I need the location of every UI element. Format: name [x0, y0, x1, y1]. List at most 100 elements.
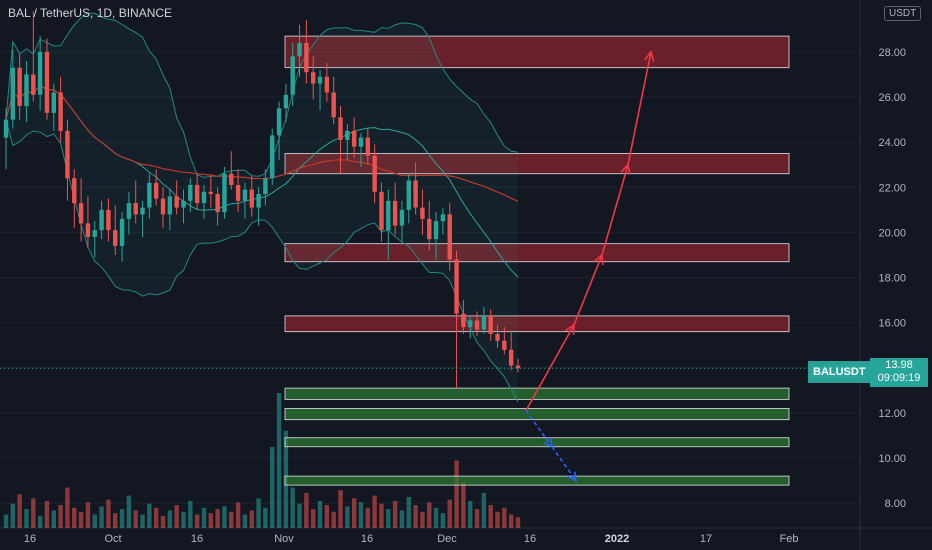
candle-body	[468, 320, 473, 328]
y-tick-label: 28.00	[878, 47, 906, 59]
volume-bar	[181, 511, 186, 528]
volume-bar	[229, 511, 234, 528]
projection-arrow-up-segment	[525, 324, 575, 412]
candle-body	[440, 214, 446, 222]
candle-body	[160, 198, 166, 215]
volume-bar	[290, 487, 295, 528]
candle-body	[290, 56, 295, 95]
volume-bar	[440, 513, 446, 528]
volume-bar	[167, 510, 173, 528]
volume-bar	[160, 515, 166, 528]
volume-bar	[119, 509, 125, 528]
projection-arrow-up-segment	[601, 164, 629, 256]
y-tick-label: 8.00	[885, 498, 906, 510]
volume-bar	[65, 487, 70, 528]
volume-bar	[58, 505, 63, 528]
band-fill	[6, 13, 518, 402]
candle-body	[508, 349, 514, 366]
candle-body	[37, 51, 43, 95]
volume-bar	[515, 517, 521, 528]
x-tick-label: Dec	[437, 533, 457, 545]
volume-bar	[297, 503, 302, 528]
volume-bar	[324, 505, 330, 528]
volume-bar	[263, 507, 268, 528]
x-tick-label: 17	[700, 533, 712, 545]
volume-bar	[488, 505, 493, 528]
volume-bar	[37, 515, 43, 528]
y-tick-label: 12.00	[878, 408, 906, 420]
candle-body	[461, 313, 466, 328]
candle-body	[311, 72, 316, 84]
candle-body	[297, 42, 302, 57]
x-tick-label: Oct	[104, 533, 121, 545]
candle-body	[427, 218, 432, 240]
resistance-zone	[284, 35, 790, 69]
projection-arrow-down-head	[567, 471, 578, 483]
volume-bar	[433, 507, 439, 528]
candle-body	[10, 67, 16, 120]
volume-bar	[78, 511, 84, 528]
candle-body	[338, 117, 343, 140]
volume-bar	[311, 509, 316, 528]
candle-body	[488, 315, 493, 334]
volume-bar	[126, 495, 132, 528]
candle-body	[481, 315, 487, 330]
volume-bar	[304, 492, 309, 528]
volume-bar	[51, 510, 56, 528]
candle-body	[379, 191, 384, 231]
candle-body	[222, 173, 227, 213]
candle-body	[502, 340, 507, 350]
volume-bar	[174, 505, 179, 528]
candle-body	[304, 42, 309, 73]
volume-bar	[413, 505, 418, 528]
support-zone	[284, 437, 790, 448]
candle-body	[24, 74, 29, 107]
currency-badge[interactable]: USDT	[884, 6, 922, 21]
candle-body	[31, 74, 36, 95]
candle-body	[188, 185, 193, 201]
candle-body	[147, 182, 152, 208]
support-zone	[284, 475, 790, 486]
support-zone	[284, 408, 790, 421]
moving-average-slow	[5, 84, 519, 202]
volume-bar	[133, 510, 138, 528]
volume-bar	[140, 514, 145, 528]
candle-body	[58, 92, 63, 131]
volume-bar	[194, 514, 200, 528]
projection-arrow-up-segment	[627, 51, 652, 165]
candle-body	[372, 155, 377, 192]
resistance-zone	[284, 315, 790, 333]
candle-body	[119, 218, 125, 246]
candle-body	[85, 223, 91, 237]
candle-body	[399, 209, 405, 226]
x-tick-label: 16	[361, 533, 373, 545]
candle-body	[283, 94, 289, 109]
candle-body	[433, 221, 439, 240]
candle-body	[181, 200, 186, 208]
candle-body	[345, 130, 350, 140]
volume-bar	[427, 502, 432, 528]
volume-bar	[72, 507, 77, 528]
volume-bar	[468, 501, 473, 528]
volume-bar	[317, 501, 323, 528]
volume-bar	[276, 393, 282, 528]
x-tick-label: 16	[524, 533, 536, 545]
volume-bar	[502, 507, 507, 528]
volume-bar	[481, 492, 487, 528]
y-tick-label: 26.00	[878, 92, 906, 104]
volume-bar	[365, 507, 371, 528]
volume-bar	[256, 498, 261, 528]
volume-bar	[3, 514, 9, 528]
candle-body	[167, 196, 173, 215]
projection-arrow-down-segment	[525, 410, 553, 448]
candle-body	[215, 194, 220, 213]
support-zone	[284, 387, 790, 400]
volume-bar	[44, 501, 50, 528]
volume-bar	[92, 514, 97, 528]
volume-bar	[24, 509, 29, 528]
candle-body	[194, 185, 200, 204]
volume-bar	[351, 498, 357, 528]
projection-arrow-down-head	[543, 437, 554, 449]
y-tick-label: 18.00	[878, 273, 906, 285]
